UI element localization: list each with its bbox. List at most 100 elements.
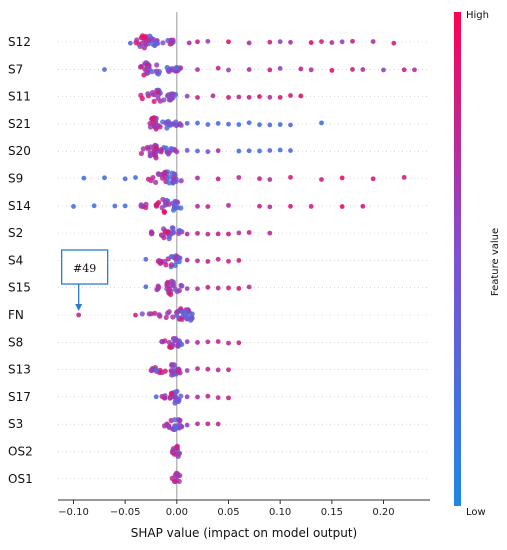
shap-point [155, 89, 161, 95]
shap-point [164, 280, 170, 286]
shap-point [151, 123, 158, 129]
shap-point [288, 122, 293, 128]
feature-label: S20 [8, 144, 31, 158]
shap-point [246, 120, 252, 126]
shap-point [145, 91, 151, 97]
shap-point [178, 65, 184, 71]
shap-point [76, 312, 82, 318]
shap-point [236, 94, 242, 100]
shap-point [215, 176, 221, 182]
colorbar-low-label: Low [466, 507, 486, 518]
shap-point [122, 203, 128, 209]
shap-point [102, 67, 107, 72]
feature-labels: S12 S7 S11 S21 S20 S9 S14 S2 S4 S15 FN S8 S13 S17 S3 OS… [8, 35, 33, 486]
shap-point [81, 175, 87, 181]
shap-point [205, 259, 211, 264]
x-tick-label: 0.15 [321, 507, 343, 518]
shap-point [168, 262, 175, 268]
shap-point [257, 94, 262, 99]
shap-point [170, 230, 177, 236]
shap-point [153, 145, 159, 151]
shap-point [133, 175, 138, 180]
shap-point [160, 40, 166, 46]
shap-point [277, 147, 283, 153]
shap-point [166, 201, 172, 207]
shap-point [215, 65, 221, 71]
shap-point [174, 313, 180, 318]
shap-point [153, 394, 159, 400]
shap-point [184, 147, 190, 153]
shap-point [288, 174, 293, 180]
shap-point [168, 254, 174, 260]
shap-point [184, 422, 190, 428]
shap-point [154, 62, 160, 68]
shap-point [298, 66, 304, 72]
shap-point [164, 64, 170, 71]
shap-point [339, 175, 345, 181]
x-tick-label: 0.20 [372, 507, 394, 518]
feature-label: FN [8, 308, 24, 322]
annotation-arrowhead [75, 304, 83, 311]
shap-point [154, 70, 160, 76]
shap-point [178, 424, 184, 430]
shap-point [205, 366, 211, 372]
shap-point [277, 122, 283, 127]
shap-point [186, 40, 192, 46]
shap-point [184, 368, 190, 373]
shap-point [174, 478, 180, 484]
shap-point [319, 120, 324, 126]
shap-point [195, 394, 200, 400]
colorbar-title: Feature value [490, 228, 501, 296]
shap-point [226, 95, 231, 100]
shap-point [178, 393, 184, 399]
shap-point [162, 169, 168, 176]
shap-point [288, 148, 293, 153]
shap-point [168, 390, 174, 397]
shap-point [226, 367, 231, 373]
shap-point [226, 67, 231, 73]
shap-point [173, 444, 180, 450]
shap-point [215, 256, 221, 262]
shap-point [176, 451, 182, 457]
feature-label: S2 [8, 226, 23, 240]
x-tick-label: 0.00 [166, 507, 188, 518]
shap-point [182, 308, 188, 314]
shap-point [152, 310, 158, 316]
x-tick-label: 0.05 [217, 507, 239, 518]
shap-point [153, 41, 159, 47]
shap-point [195, 67, 200, 73]
shap-point [176, 287, 182, 294]
shap-point [236, 230, 242, 236]
shap-point [184, 394, 190, 400]
shap-point [158, 259, 164, 265]
shap-point [215, 395, 221, 401]
shap-point [138, 150, 145, 157]
shap-point [246, 284, 252, 290]
shap-point [401, 174, 407, 180]
shap-point [339, 39, 345, 45]
shap-point [195, 120, 200, 126]
shap-point [308, 203, 314, 209]
shap-point [226, 231, 231, 237]
shap-point [267, 94, 273, 100]
shap-point [205, 149, 211, 155]
shap-point [226, 121, 231, 127]
shap-point [215, 285, 221, 291]
shap-point [370, 176, 376, 182]
annotation-49: #49 [61, 249, 109, 311]
shap-point [164, 421, 170, 427]
shap-point [171, 175, 177, 181]
shap-point [165, 92, 172, 98]
shap-point [257, 148, 262, 154]
shap-point [148, 229, 155, 235]
shap-point [159, 205, 165, 211]
shap-point [169, 362, 175, 368]
shap-point [147, 124, 154, 130]
shap-point [215, 231, 221, 237]
shap-point [174, 338, 181, 344]
shap-point [288, 93, 293, 98]
shap-point [173, 119, 179, 125]
shap-point [319, 177, 324, 182]
shap-point [177, 472, 183, 479]
shap-point [246, 230, 252, 235]
